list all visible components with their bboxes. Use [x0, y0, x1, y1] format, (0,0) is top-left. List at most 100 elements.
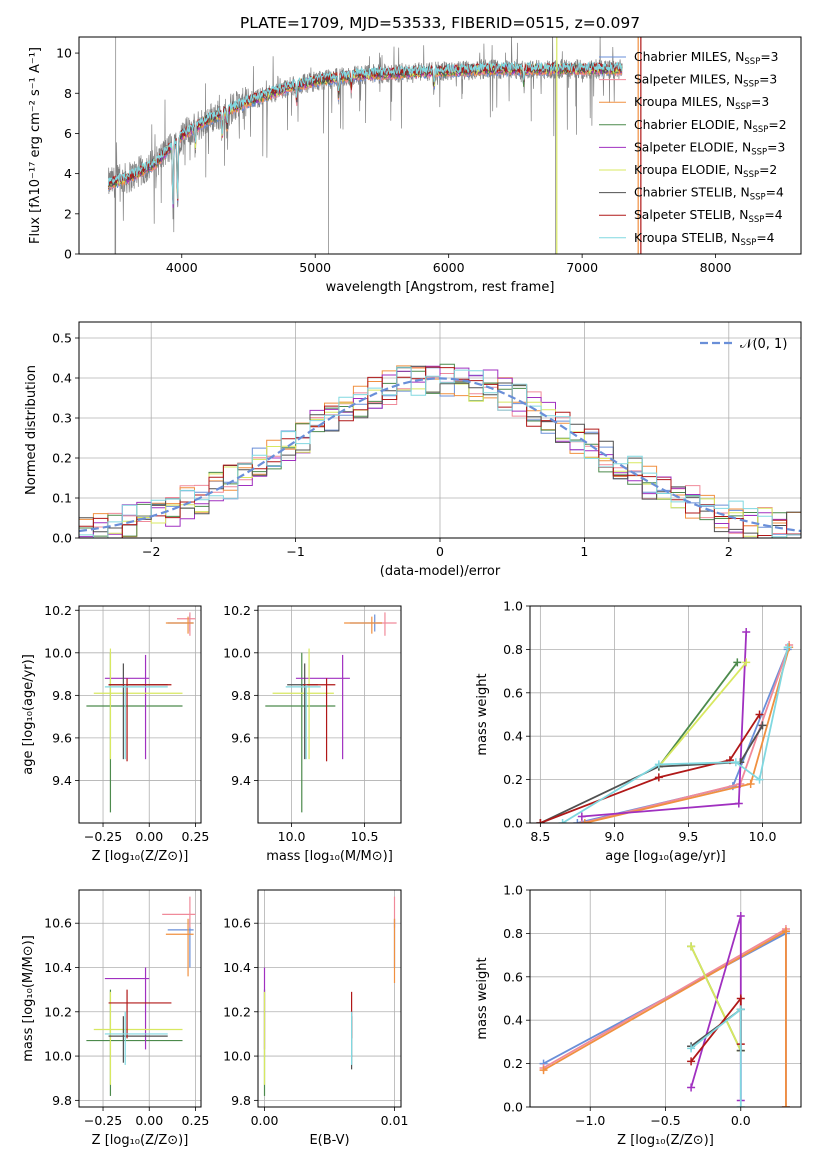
weight-series-marker — [536, 819, 545, 823]
z-age-plot-area — [86, 612, 196, 813]
y-tick-label: 9.4 — [231, 773, 251, 788]
y-tick-label: 4 — [64, 166, 72, 181]
x-tick-label: 10.0 — [278, 829, 306, 844]
x-tick-label: 0.0 — [731, 1113, 751, 1128]
legend-subscript: SSP — [750, 193, 766, 203]
plot-frame — [78, 889, 202, 1108]
x-tick-label: 0.00 — [251, 1113, 279, 1128]
x-tick-label: 9.5 — [679, 829, 699, 844]
weight-series-marker — [687, 942, 696, 951]
y-tick-label: 0.4 — [52, 371, 72, 386]
normal-reference-curve — [79, 377, 801, 533]
weight-series-marker — [742, 628, 751, 637]
weight-series — [577, 628, 751, 821]
y-tick-label: 10.0 — [223, 645, 251, 660]
x-tick-label: −0.25 — [84, 829, 122, 844]
y-axis-label: Flux [fλ10⁻¹⁷ erg cm⁻² s⁻¹ A⁻¹] — [28, 47, 43, 244]
y-tick-label: 10.0 — [223, 1049, 251, 1064]
y-tick-label: 9.6 — [52, 730, 72, 745]
y-tick-label: 9.8 — [52, 1093, 72, 1108]
weight-series-marker — [783, 643, 792, 652]
weight-series — [539, 927, 790, 1107]
weight-series-marker — [781, 927, 790, 936]
x-tick-label: 2 — [725, 544, 733, 559]
data-point — [376, 612, 397, 636]
y-axis-label: age [log₁₀(age/yr)] — [21, 654, 36, 775]
data-point — [165, 918, 194, 977]
data-point — [93, 648, 183, 760]
data-point — [272, 648, 334, 760]
weight-series-marker — [736, 994, 745, 1003]
legend-nssp-value: =3 — [760, 50, 778, 64]
y-tick-label: 6 — [64, 126, 72, 141]
weight-series-marker — [558, 819, 567, 823]
x-axis-label: (data-model)/error — [380, 564, 501, 579]
observed-spectrum-line — [108, 37, 623, 254]
x-tick-label: 6000 — [433, 260, 465, 275]
y-tick-label: 10.6 — [44, 916, 72, 931]
age-weight-plot-area — [536, 628, 794, 823]
weight-series-line — [658, 661, 747, 768]
plot-frame — [257, 889, 402, 1108]
x-axis-label: mass [log₁₀(M/M⊙)] — [266, 849, 393, 864]
legend-subscript: SSP — [743, 170, 759, 180]
legend-subscript: SSP — [752, 125, 768, 135]
y-tick-label: 9.8 — [231, 1093, 251, 1108]
ebv-mass-plot-area — [263, 896, 396, 1096]
mass-age-plot-area — [265, 612, 397, 813]
legend-label: Chabrier STELIB, NSSP=4 — [634, 186, 784, 203]
data-point — [108, 678, 172, 762]
z-weight-plot-area — [539, 912, 790, 1107]
z-mass-plot-area — [86, 896, 196, 1096]
residuals-panel: −2 −1 0 1 2 0.0 0.1 0.2 0.3 0.4 0.5 (data-model)/er… — [24, 321, 802, 579]
residual-histogram-step — [79, 366, 801, 538]
y-tick-label: 0.4 — [503, 729, 523, 744]
mass-age-panel: 10.0 10.5 9.4 9.6 9.8 10.0 10.2 mass [log₁₀(M/M… — [223, 603, 402, 864]
y-tick-label: 8 — [64, 86, 72, 101]
weight-series-marker — [654, 760, 663, 769]
weight-series-line — [658, 661, 739, 768]
weight-series — [654, 658, 742, 771]
weight-series — [687, 912, 745, 1105]
x-tick-label: 10.0 — [749, 829, 777, 844]
weight-series — [580, 643, 794, 823]
data-point — [86, 989, 183, 1096]
legend-label: Salpeter MILES, NSSP=3 — [634, 73, 777, 90]
weight-series-marker — [573, 819, 582, 823]
legend-model-name: Salpeter MILES, N — [634, 73, 743, 87]
x-tick-label: 9.0 — [604, 829, 624, 844]
x-tick-label: 0 — [436, 544, 444, 559]
legend-nssp-value: =4 — [766, 186, 784, 200]
x-tick-label: 1 — [580, 544, 588, 559]
weight-series-line — [690, 1007, 742, 1107]
legend-nssp-value: =2 — [759, 163, 777, 177]
legend-label: Salpeter STELIB, NSSP=4 — [634, 208, 783, 225]
weight-series-marker — [742, 658, 751, 667]
y-axis-label: mass weight — [475, 673, 490, 755]
weight-series-marker — [731, 758, 740, 767]
weight-series-marker — [687, 1083, 696, 1092]
x-axis-label: Z [log₁₀(Z/Z⊙)] — [92, 1133, 189, 1148]
weight-series-marker — [539, 1066, 548, 1075]
y-tick-label: 0.6 — [503, 969, 523, 984]
residuals-plot-area — [79, 363, 801, 538]
x-axis-label: Z [log₁₀(Z/Z⊙)] — [92, 849, 189, 864]
y-tick-label: 9.8 — [52, 688, 72, 703]
weight-series-marker — [687, 1057, 696, 1066]
data-point — [295, 654, 350, 760]
spectrum-plot-area — [107, 37, 642, 254]
y-tick-label: 10.0 — [44, 1049, 72, 1064]
legend-model-name: Salpeter STELIB, N — [634, 208, 749, 222]
z-age-panel: −0.25 0.00 0.25 9.4 9.6 9.8 10.0 10.2 Z [log₁₀(Z… — [21, 603, 209, 864]
data-point — [162, 896, 196, 928]
x-tick-label: 8000 — [700, 260, 732, 275]
y-tick-label: 0.0 — [52, 531, 72, 546]
y-tick-label: 10.4 — [223, 960, 251, 975]
legend-model-name: Chabrier MILES, N — [634, 50, 744, 64]
y-tick-label: 10.2 — [223, 603, 251, 618]
y-tick-label: 0.8 — [503, 642, 523, 657]
y-tick-label: 10.4 — [44, 960, 72, 975]
data-point — [93, 991, 183, 1085]
